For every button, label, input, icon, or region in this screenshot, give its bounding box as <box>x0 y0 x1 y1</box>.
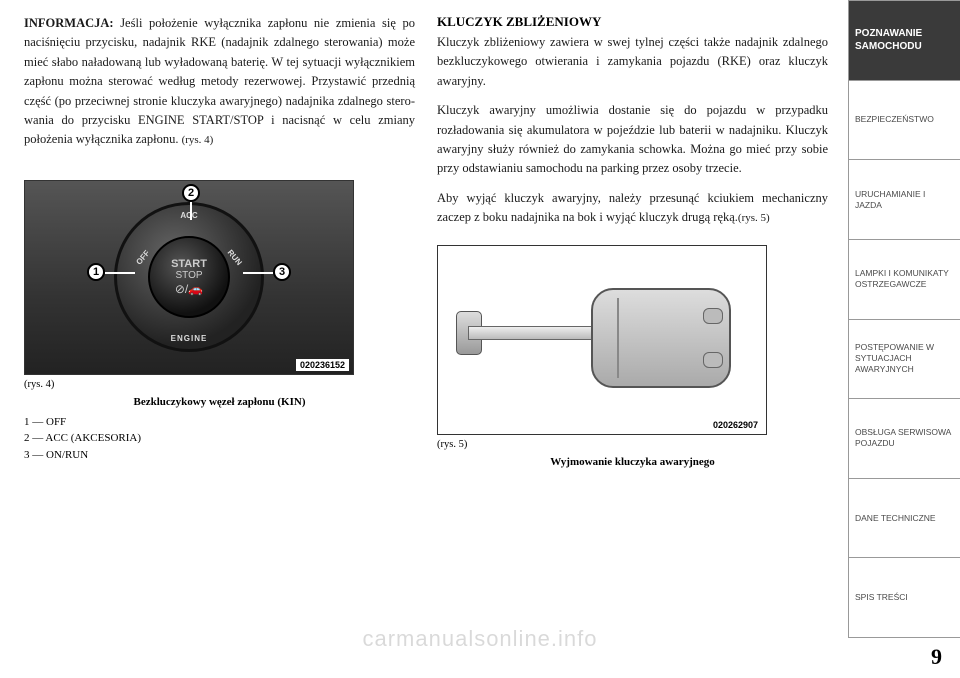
stop-text: STOP <box>175 270 202 281</box>
info-body: Jeśli położenie wyłącznika zapłonu nie z… <box>24 16 415 146</box>
callout-1: 1 <box>87 263 105 281</box>
right-p3: Aby wyjąć kluczyk awaryjny, należy przes… <box>437 189 828 228</box>
callout-line-2 <box>190 202 192 220</box>
right-p1: Kluczyk zbliżeniowy zawiera w swej tylne… <box>437 33 828 91</box>
key-blade <box>468 326 598 340</box>
left-column: INFORMACJA: Jeśli położenie wyłącznika z… <box>24 14 415 668</box>
callout-line-3 <box>243 272 273 274</box>
start-text: START <box>171 258 207 270</box>
tab-postepowanie[interactable]: POSTĘPOWANIE W SYTUACJACH AWARYJNYCH <box>848 319 960 399</box>
start-stop-button: START STOP ⊘/🚗 <box>148 236 230 318</box>
figure-caption-left: (rys. 4) <box>24 379 415 390</box>
page-number: 9 <box>931 644 942 670</box>
ring-label-acc: ACC <box>180 211 197 220</box>
legend-1: 1 — OFF <box>24 414 415 431</box>
fob-button-unlock-icon <box>703 352 723 368</box>
callout-3: 3 <box>273 263 291 281</box>
info-paragraph: INFORMACJA: Jeśli położenie wyłącznika z… <box>24 14 415 150</box>
fob-seam <box>617 298 619 378</box>
sidebar-tabs: POZNAWANIE SAMOCHODU BEZPIECZEŃSTWO URUC… <box>848 0 960 678</box>
tab-dane[interactable]: DANE TECHNICZNE <box>848 478 960 558</box>
key-fob <box>591 288 731 388</box>
callout-2: 2 <box>182 184 200 202</box>
ignition-image: ACC OFF RUN ENGINE START STOP ⊘/🚗 1 2 3 <box>24 180 354 375</box>
info-lead: INFORMACJA: <box>24 16 114 30</box>
ignition-ring: ACC OFF RUN ENGINE START STOP ⊘/🚗 <box>114 202 264 352</box>
right-heading: KLUCZYK ZBLIŻENIOWY <box>437 14 828 30</box>
figure-caption-right: (rys. 5) <box>437 439 828 450</box>
right-p3-ref: (rys. 5) <box>738 212 770 224</box>
legend-2: 2 — ACC (AKCESORIA) <box>24 430 415 447</box>
image-code-left: 020236152 <box>296 359 349 371</box>
right-p2: Kluczyk awaryjny umożliwia dostanie się … <box>437 101 828 179</box>
figure-title-left: Bezkluczykowy węzeł zapłonu (KIN) <box>24 396 415 408</box>
right-column: KLUCZYK ZBLIŻENIOWY Kluczyk zbliżeniowy … <box>437 14 828 668</box>
tab-uruchamianie[interactable]: URUCHAMIANIE I JAZDA <box>848 159 960 239</box>
tab-spis[interactable]: SPIS TREŚCI <box>848 557 960 638</box>
legend-3: 3 — ON/RUN <box>24 447 415 464</box>
key-image: 020262907 <box>437 245 767 435</box>
car-icon: ⊘/🚗 <box>175 282 203 296</box>
ring-label-engine: ENGINE <box>171 334 208 343</box>
tab-obsluga[interactable]: OBSŁUGA SERWISOWA POJAZDU <box>848 398 960 478</box>
figure-title-right: Wyjmowanie kluczyka awaryjnego <box>437 456 828 468</box>
tab-lampki[interactable]: LAMPKI I KOMUNIKATY OSTRZEGAWCZE <box>848 239 960 319</box>
ignition-figure: ACC OFF RUN ENGINE START STOP ⊘/🚗 1 2 3 <box>24 180 415 464</box>
callout-line-1 <box>105 272 135 274</box>
image-code-right: 020262907 <box>709 419 762 431</box>
tab-bezpieczenstwo[interactable]: BEZPIECZEŃSTWO <box>848 80 960 160</box>
info-ref: (rys. 4) <box>182 134 214 146</box>
tab-poznawanie[interactable]: POZNAWANIE SAMOCHODU <box>848 0 960 80</box>
fob-button-lock-icon <box>703 308 723 324</box>
